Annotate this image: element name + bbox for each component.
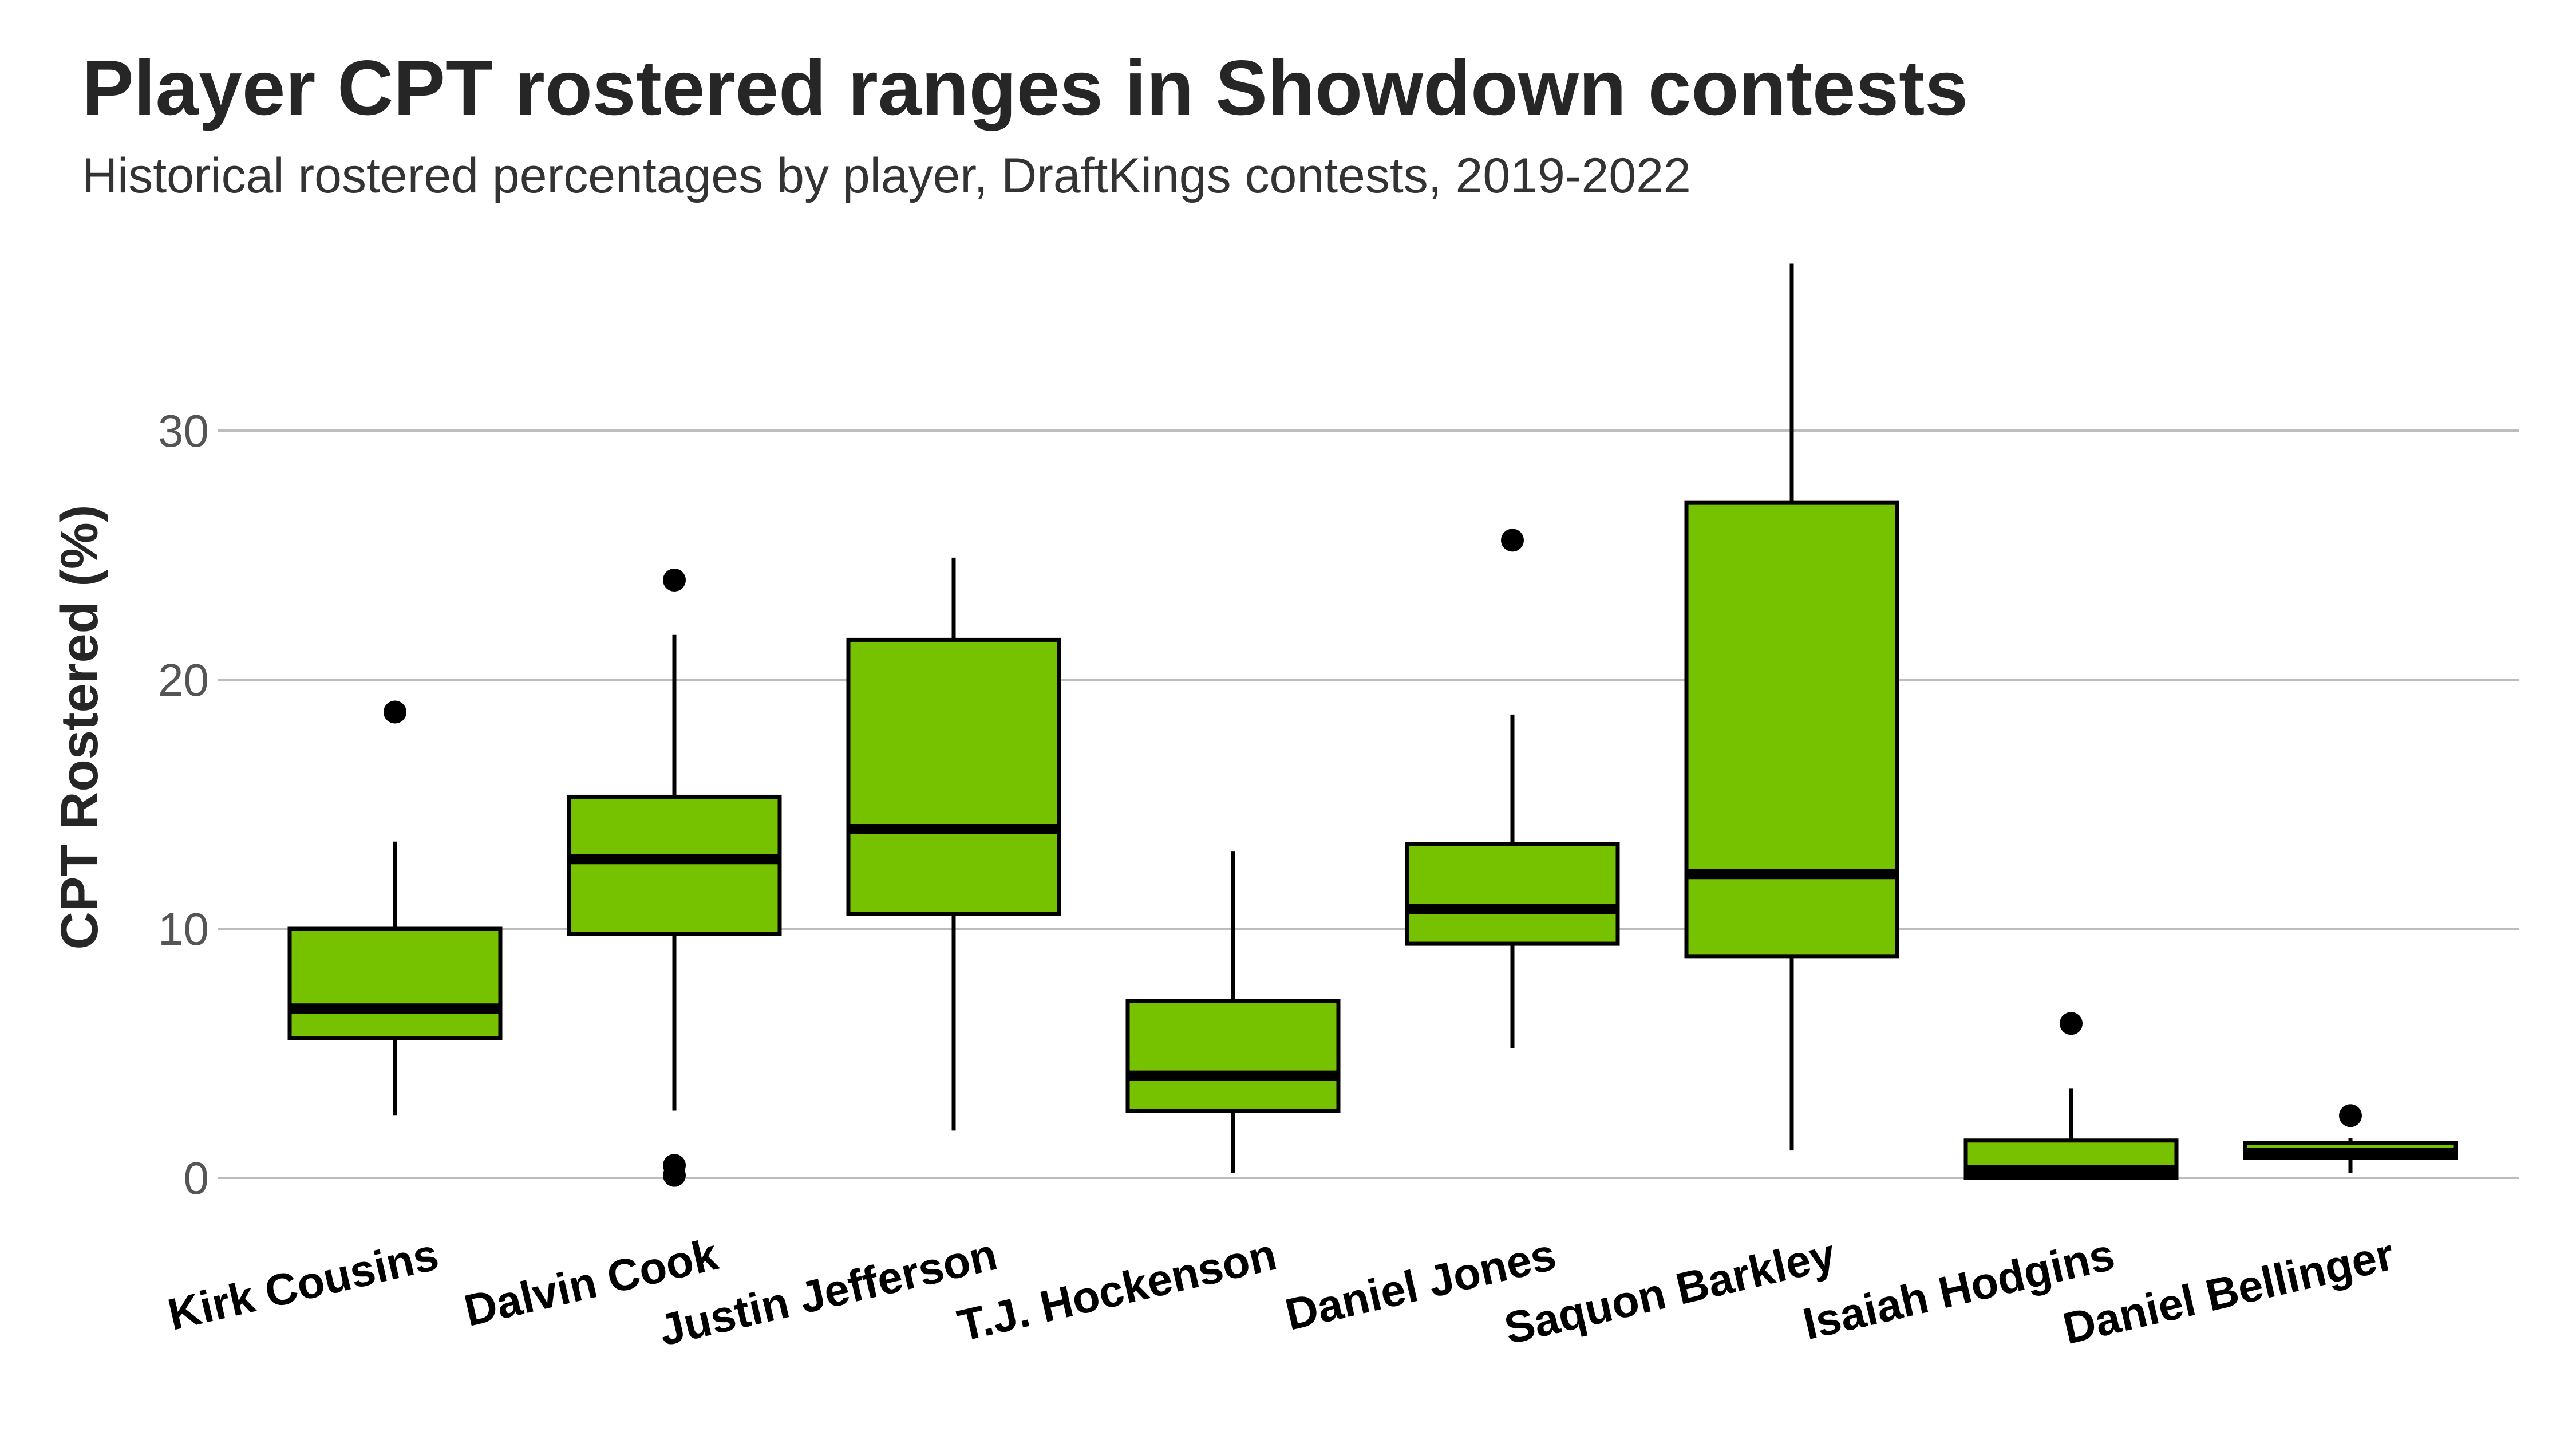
y-axis-ticks: 0 10 20 30 <box>158 405 209 1204</box>
outlier-point <box>2339 1104 2362 1127</box>
box-iqr <box>1125 999 1341 1113</box>
box-group <box>2243 1104 2458 1173</box>
box-group <box>567 569 782 1187</box>
y-tick-label: 0 <box>184 1153 210 1204</box>
box-group <box>1963 1012 2179 1180</box>
x-tick-label: Kirk Cousins <box>163 1229 443 1340</box>
outlier-point <box>2060 1012 2083 1035</box>
y-tick-label: 30 <box>158 405 209 456</box>
box-group <box>846 557 1061 1131</box>
y-axis-label: CPT Rostered (%) <box>50 505 109 950</box>
box-group <box>1125 851 1341 1173</box>
box-iqr <box>846 637 1061 916</box>
y-tick-label: 10 <box>158 904 209 955</box>
y-tick-label: 20 <box>158 655 209 705</box>
x-tick-label: T.J. Hockenson <box>953 1229 1281 1351</box>
boxes <box>287 263 2458 1187</box>
outlier-point <box>1501 529 1524 552</box>
box-iqr <box>567 794 782 936</box>
box-iqr <box>287 926 503 1040</box>
chart-subtitle: Historical rostered percentages by playe… <box>82 148 1691 203</box>
box-group <box>287 700 503 1116</box>
box-iqr <box>1684 500 1899 959</box>
box-iqr <box>1405 842 1620 946</box>
outlier-point <box>663 1164 686 1187</box>
box-group <box>1684 263 1899 1151</box>
gridlines <box>218 429 2519 1179</box>
outlier-point <box>663 569 686 592</box>
outlier-point <box>384 700 406 724</box>
chart-title: Player CPT rostered ranges in Showdown c… <box>82 44 1969 131</box>
box-group <box>1405 529 1620 1048</box>
